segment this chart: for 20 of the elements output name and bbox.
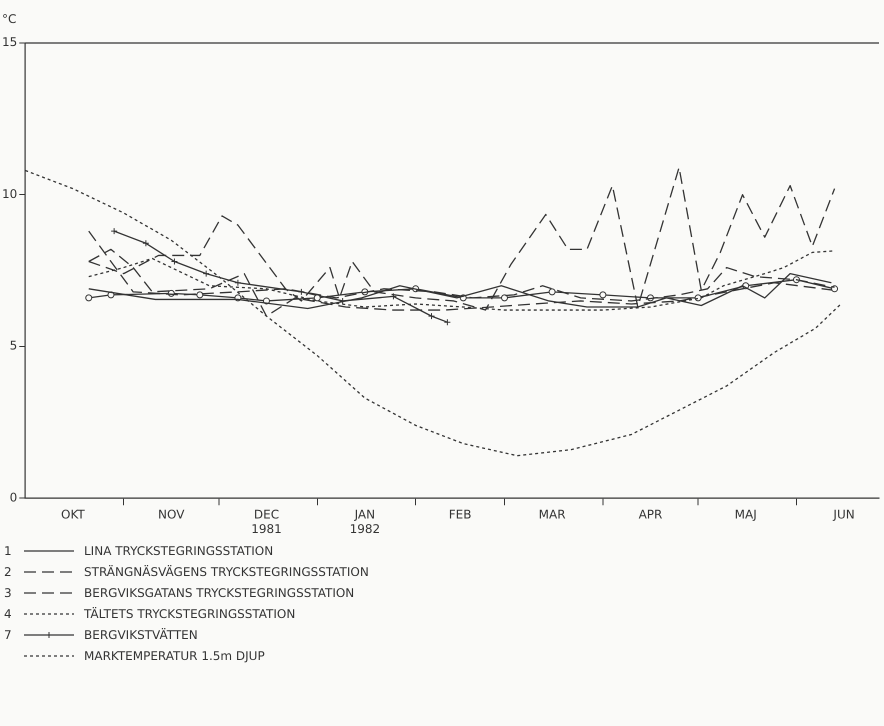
x-tick-label: OKT — [61, 508, 86, 522]
y-tick-label: 0 — [10, 490, 18, 504]
text: 7 BERGVIKSTVÄTTEN — [4, 628, 198, 642]
text: 3 BERGVIKSGATANS TRYCKSTEGRINGSSTATION — [4, 586, 354, 600]
x-tick-label: JAN 1982 — [350, 508, 380, 536]
x-tick-label: APR — [638, 508, 662, 522]
legend-label: MARKTEMPERATUR 1.5m DJUP — [84, 648, 265, 662]
y-tick-label: 15 — [2, 35, 18, 50]
text: 2 STRÄNGNÄSVÄGENS TRYCKSTEGRINGSSTATION — [4, 564, 369, 578]
x-tick-label: NOV — [158, 508, 186, 522]
x-tick-label: MAR — [538, 508, 566, 522]
y-axis-title: °C — [2, 12, 16, 26]
x-tick-label: MAJ — [734, 508, 757, 522]
x-tick-label: DEC 1981 — [251, 508, 282, 536]
y-tick-label: 10 — [2, 186, 18, 201]
text: 1 LINA TRYCKSTEGRINGSSTATION — [4, 544, 274, 558]
x-tick-label: FEB — [448, 508, 472, 522]
text: 4 TÄLTETS TRYCKSTEGRINGSSTATION — [4, 606, 296, 620]
x-tick-label: JUN — [832, 508, 855, 522]
y-tick-label: 5 — [10, 338, 18, 353]
